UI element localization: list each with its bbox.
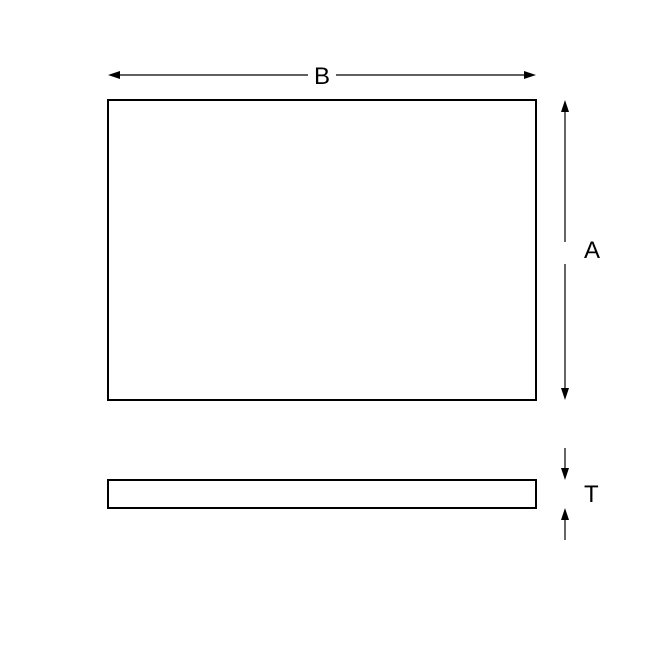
plate-top-view (108, 100, 536, 400)
plate-edge-view (108, 480, 536, 508)
technical-drawing: B A T (0, 0, 670, 670)
dim-b-label: B (314, 63, 330, 90)
dim-t-label: T (584, 481, 599, 508)
dim-a-label: A (584, 237, 600, 264)
